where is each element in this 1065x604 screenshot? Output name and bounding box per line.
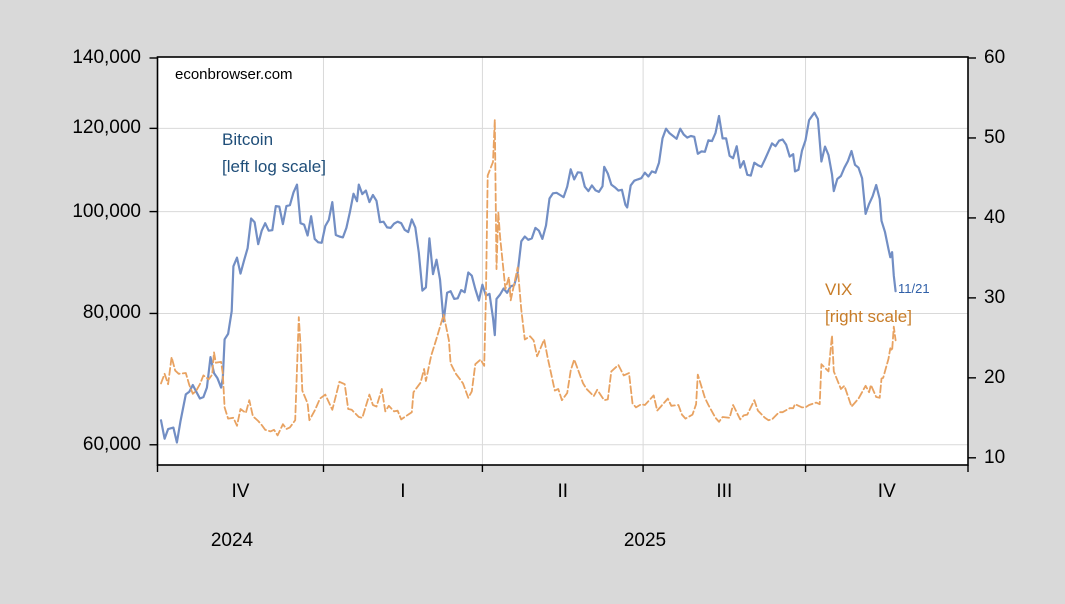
vix-series-label: VIX [right scale] xyxy=(825,276,912,330)
vix-series-label-line1: VIX xyxy=(825,280,853,299)
bitcoin-series-label-line2: [left log scale] xyxy=(222,157,326,176)
vix-series-label-line2: [right scale] xyxy=(825,307,912,326)
left-axis-tick-label: 120,000 xyxy=(72,117,141,139)
quarter-label: IV xyxy=(231,481,250,502)
right-axis-tick-label: 40 xyxy=(984,206,1006,228)
bitcoin-series-label-line1: Bitcoin xyxy=(222,130,274,149)
right-axis-tick-label: 30 xyxy=(984,286,1006,308)
vix-line xyxy=(160,118,897,437)
left-axis-tick-label: 100,000 xyxy=(72,200,141,222)
year-label: 2024 xyxy=(210,530,254,551)
right-axis-tick-label: 60 xyxy=(984,47,1006,68)
bitcoin-series-label: Bitcoin [left log scale] xyxy=(222,126,326,180)
watermark: econbrowser.com xyxy=(175,66,293,83)
quarter-label: III xyxy=(716,481,733,502)
quarter-label: II xyxy=(557,481,569,502)
left-axis-tick-label: 60,000 xyxy=(82,433,141,455)
bitcoin-line xyxy=(159,111,897,444)
plot-border xyxy=(156,56,969,466)
right-axis-tick-label: 10 xyxy=(984,446,1006,468)
quarter-label: IV xyxy=(877,481,896,502)
left-axis-tick-label: 140,000 xyxy=(72,47,141,68)
right-axis-tick-label: 50 xyxy=(984,126,1006,148)
quarter-label: I xyxy=(400,481,406,502)
right-axis-tick-label: 20 xyxy=(984,366,1006,388)
plot-area xyxy=(157,57,968,465)
endpoint-date-note: 11/21 xyxy=(898,281,930,296)
year-label: 2025 xyxy=(623,530,667,551)
left-axis-tick-label: 80,000 xyxy=(82,302,141,324)
